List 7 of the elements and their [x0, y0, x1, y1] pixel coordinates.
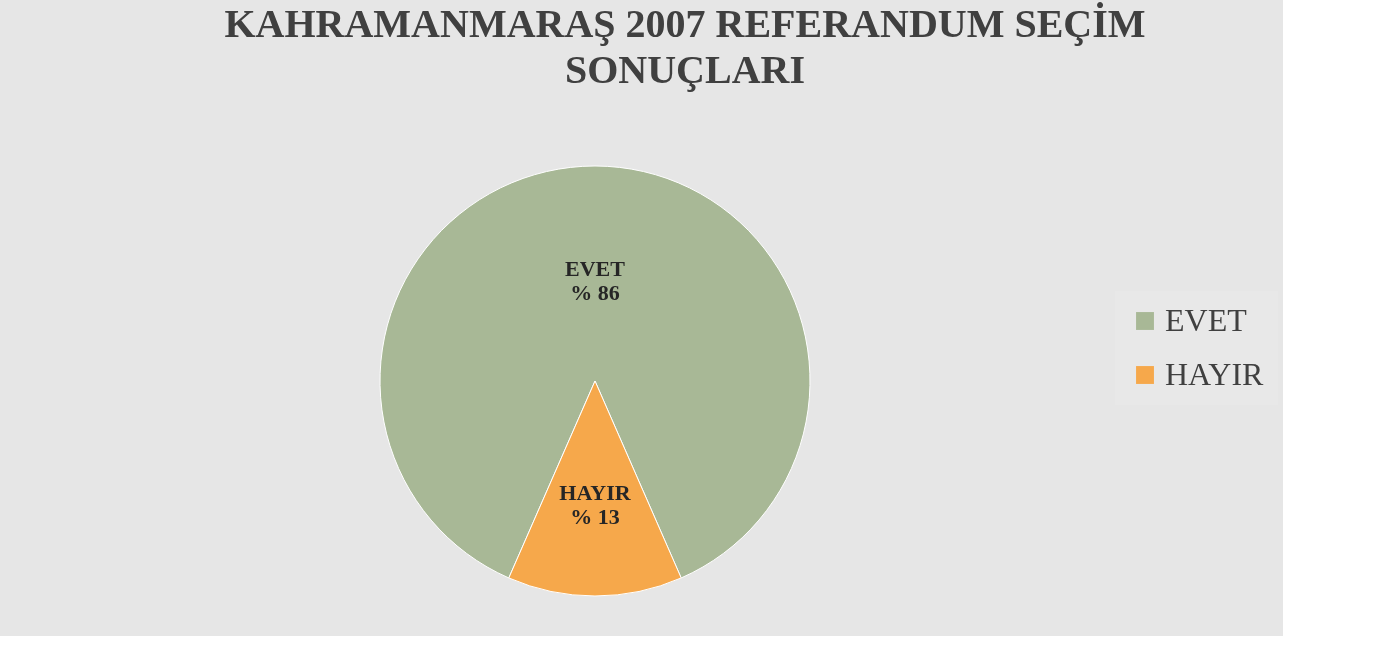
slice-label: HAYIR	[559, 479, 632, 505]
chart-title: KAHRAMANMARAŞ 2007 REFERANDUM SEÇİM SONUÇLARI	[224, 1, 1146, 92]
legend-label: HAYIR	[1165, 356, 1265, 392]
legend-label: EVET	[1165, 302, 1248, 338]
slice-label: EVET	[565, 256, 626, 282]
data-label: % 86	[570, 280, 620, 306]
data-label: % 13	[570, 503, 620, 529]
